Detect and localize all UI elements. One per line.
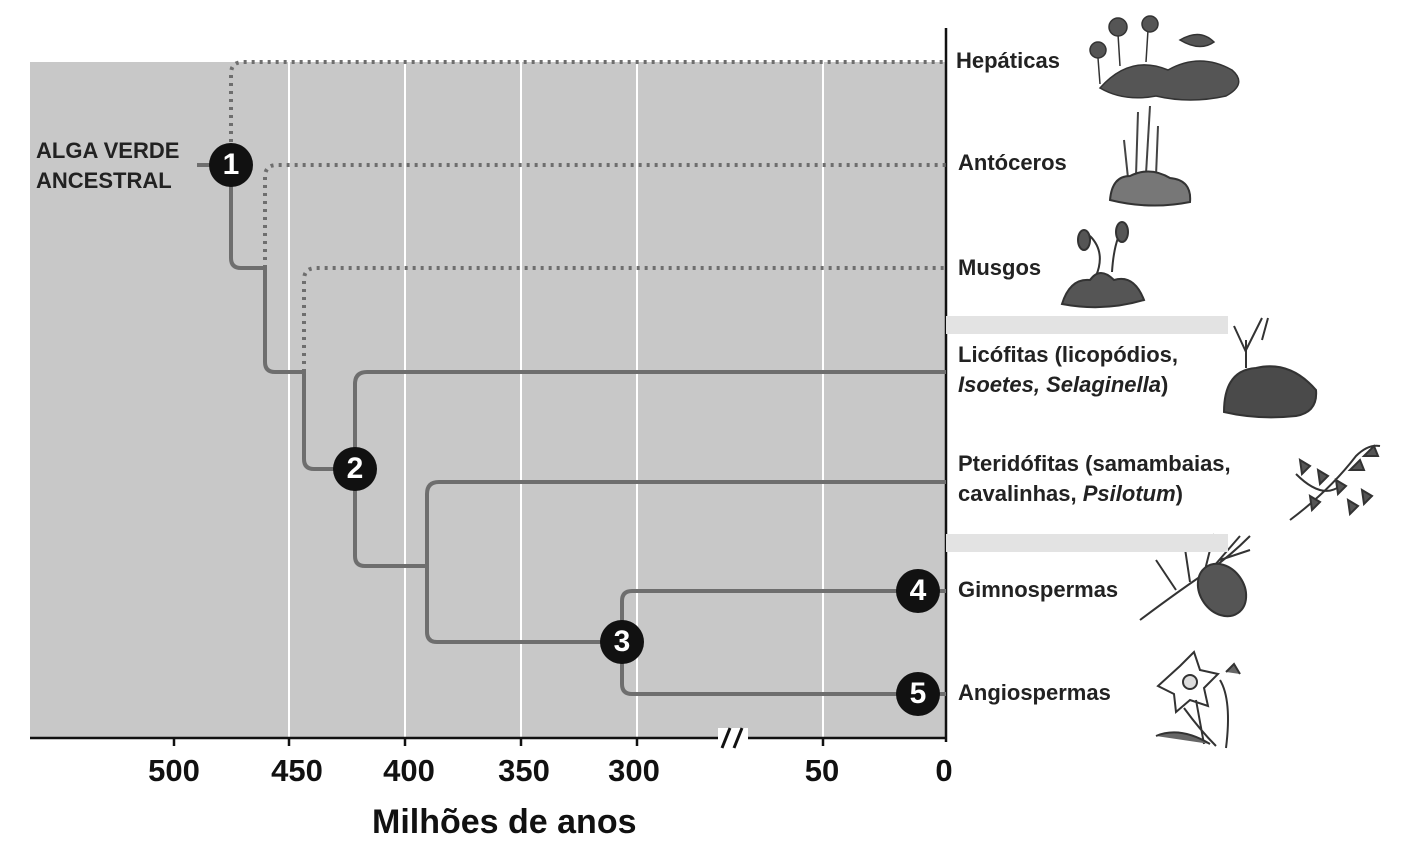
taxon-pteridofitas-line2: cavalinhas, Psilotum) <box>958 479 1231 509</box>
taxon-musgos: Musgos <box>958 255 1042 280</box>
taxon-licofitas-selaginella: Selaginella <box>1046 372 1162 397</box>
tick-label-450: 450 <box>271 753 323 788</box>
node-5: 5 <box>896 672 940 716</box>
node-1: 1 <box>209 143 253 187</box>
hornwort-icon <box>1108 105 1192 207</box>
tick-label-350: 350 <box>498 753 550 788</box>
daffodil-icon <box>1155 650 1241 749</box>
pine-branch-icon <box>1139 533 1251 621</box>
tick-label-500: 500 <box>148 753 200 788</box>
branch-angiospermas <box>620 642 946 696</box>
taxon-gimnospermas: Gimnospermas <box>958 577 1119 602</box>
taxon-pteridofitas-cavalinhas: cavalinhas, <box>958 481 1083 506</box>
branch-euphyllophytes <box>353 469 427 568</box>
node-2: 2 <box>333 447 377 491</box>
tick-label-50: 50 <box>804 753 840 788</box>
branch-seed-plants <box>425 566 622 644</box>
branch-licofitas <box>353 370 946 469</box>
taxon-hepaticas: Hepáticas <box>956 48 1060 73</box>
root-label-line2: ANCESTRAL <box>36 168 172 193</box>
separator-vascular <box>946 534 1228 552</box>
taxon-antoceros: Antóceros <box>958 150 1067 175</box>
taxon-pteridofitas-line1: Pteridófitas (samambaias, <box>958 451 1231 476</box>
branch-stem-2 <box>263 268 304 374</box>
taxon-licofitas-line2: Isoetes, Selaginella) <box>958 370 1178 400</box>
axis-break-icon <box>718 727 748 749</box>
moss-icon <box>1060 221 1146 309</box>
x-axis-ticks <box>172 738 825 746</box>
tick-label-0: 0 <box>935 753 953 788</box>
branches <box>197 60 946 696</box>
taxon-licofitas: Licófitas (licopódios, Isoetes, Selagine… <box>958 340 1178 400</box>
separator-bryophytes <box>946 316 1228 334</box>
taxon-pteridofitas: Pteridófitas (samambaias, cavalinhas, Ps… <box>958 449 1231 509</box>
taxon-licofitas-sep: , <box>1033 372 1047 397</box>
tick-label-400: 400 <box>383 753 435 788</box>
taxon-pteridofitas-psilotum: Psilotum <box>1082 481 1176 506</box>
taxon-licofitas-line1: Licófitas (licopódios, <box>958 342 1179 367</box>
branch-node1-stem <box>229 165 265 270</box>
fern-icon <box>1289 444 1381 521</box>
branch-stem-3 <box>302 372 355 471</box>
root-label-line1: ALGA VERDE <box>36 138 180 163</box>
grid-lines <box>288 62 824 738</box>
liverwort-icon <box>1089 15 1240 101</box>
lycophyte-icon <box>1222 317 1318 419</box>
node-3: 3 <box>600 620 644 664</box>
branch-gimnospermas <box>620 589 946 642</box>
tick-label-300: 300 <box>608 753 660 788</box>
plot-background <box>30 62 946 738</box>
x-axis-title: Milhões de anos <box>372 803 637 841</box>
node-4: 4 <box>896 569 940 613</box>
taxon-licofitas-isoetes: Isoetes <box>958 372 1034 397</box>
root-label: ALGA VERDE ANCESTRAL <box>36 136 179 196</box>
taxon-pteridofitas-close: ) <box>1175 481 1183 506</box>
taxon-angiospermas: Angiospermas <box>958 680 1111 705</box>
taxon-licofitas-close: ) <box>1161 372 1169 397</box>
branch-pteridofitas <box>425 480 946 566</box>
